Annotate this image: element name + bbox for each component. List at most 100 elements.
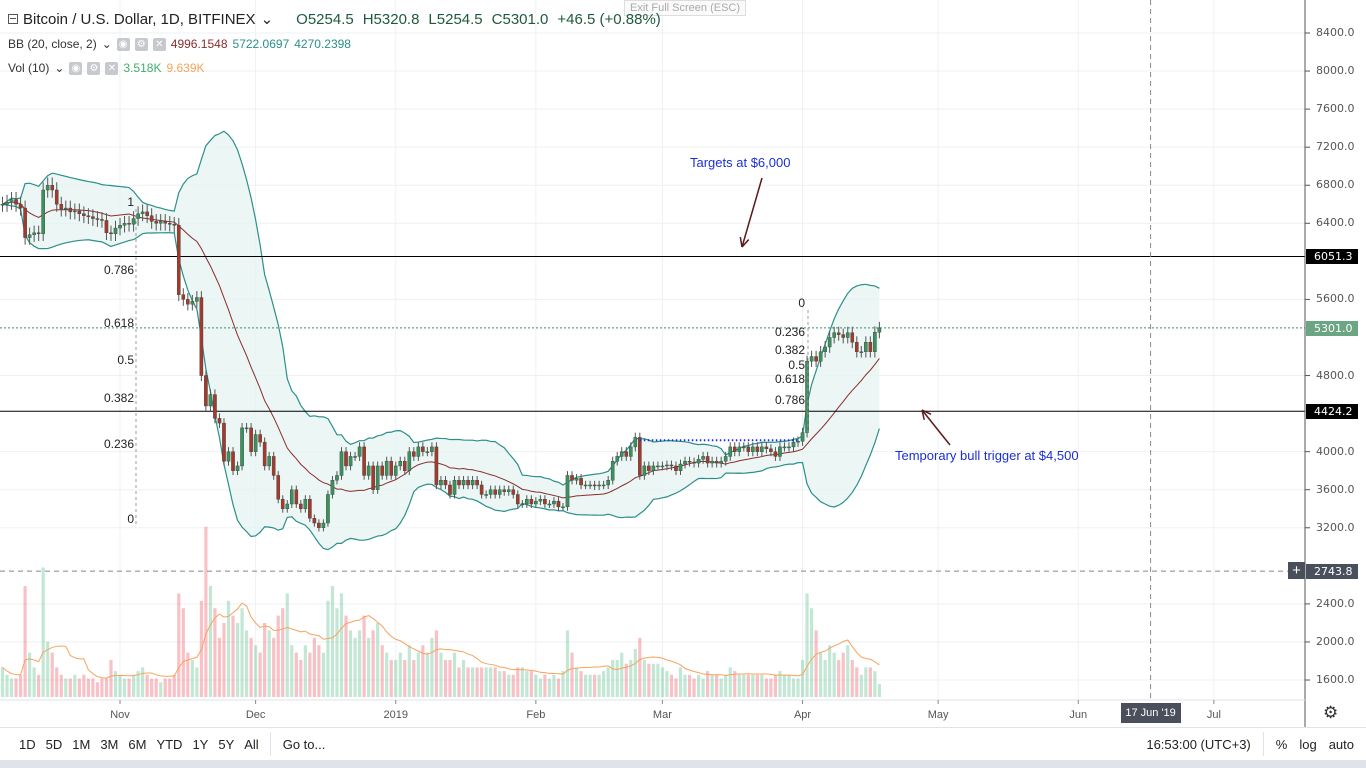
volume-bar — [606, 667, 610, 697]
range-1m[interactable]: 1M — [72, 736, 91, 752]
candle — [597, 484, 601, 487]
symbol-title[interactable]: Bitcoin / U.S. Dollar, 1D, BITFINEX — [23, 10, 256, 28]
eye-icon[interactable]: ◉ — [116, 37, 130, 51]
clock[interactable]: 16:53:00 (UTC+3) — [1146, 736, 1251, 752]
exit-fullscreen-button[interactable]: Exit Full Screen (ESC) — [624, 0, 746, 16]
candle — [27, 234, 32, 238]
vol-label[interactable]: Vol (10) — [8, 61, 50, 75]
range-1d[interactable]: 1D — [19, 736, 36, 752]
candle — [18, 204, 23, 209]
range-3m[interactable]: 3M — [100, 736, 119, 752]
log-toggle[interactable]: log — [1299, 736, 1317, 752]
annotation-bull-trigger[interactable]: Temporary bull trigger at $4,500 — [895, 448, 1079, 463]
volume-bar — [583, 674, 588, 697]
chevron-down-icon[interactable]: ⌄ — [101, 37, 112, 51]
volume-bar — [23, 586, 27, 697]
volume-bar — [46, 641, 50, 697]
crosshair-date-badge: 17 Jun '19 — [1120, 703, 1181, 723]
volume-bar — [181, 608, 185, 697]
candle — [511, 489, 516, 495]
candle — [186, 299, 190, 305]
candle — [606, 480, 610, 486]
gear-icon[interactable]: ⚙ — [87, 61, 101, 75]
candle — [448, 484, 452, 495]
volume-bar — [629, 660, 633, 697]
candle — [443, 480, 448, 486]
range-ytd[interactable]: YTD — [156, 736, 183, 752]
volume-bar — [348, 630, 353, 697]
candle — [470, 480, 475, 486]
candle — [380, 465, 384, 476]
price-tick-label: 6400.0 — [1316, 216, 1355, 230]
volume-bar — [308, 652, 312, 697]
price-tick-label: 7600.0 — [1316, 102, 1355, 116]
volume-bar — [258, 652, 262, 697]
candle — [357, 446, 362, 457]
volume-bar — [565, 630, 570, 697]
eye-icon[interactable]: ◉ — [69, 61, 83, 75]
bottom-toolbar: 1D 5D 1M 3M 6M YTD 1Y 5Y All Go to... 16:53:00 (… — [0, 727, 1366, 760]
auto-toggle[interactable]: auto — [1328, 736, 1354, 752]
candle — [167, 223, 172, 225]
range-5d[interactable]: 5D — [45, 736, 63, 752]
range-all[interactable]: All — [244, 736, 259, 752]
volume-bar — [846, 645, 850, 697]
percent-toggle[interactable]: % — [1275, 736, 1288, 752]
candle — [412, 451, 416, 457]
candle — [841, 334, 846, 338]
settings-gear-icon[interactable]: ⚙ — [1323, 703, 1339, 722]
add-alert-plus-icon[interactable]: + — [1288, 562, 1305, 580]
close-icon[interactable]: ✕ — [105, 61, 119, 75]
volume-bar — [335, 608, 339, 697]
candle — [294, 489, 299, 505]
volume-bar — [733, 671, 737, 697]
volume-bar — [5, 674, 9, 697]
goto-button[interactable]: Go to... — [282, 736, 326, 752]
chevron-down-icon[interactable]: ⌄ — [260, 11, 274, 28]
bb-lower-value: 4270.2398 — [294, 37, 351, 51]
volume-bar — [299, 660, 303, 697]
candle — [556, 500, 561, 508]
volume-bar — [611, 660, 615, 697]
arrow-to-trigger-head — [921, 409, 925, 420]
volume-bar — [588, 674, 592, 697]
candle — [588, 484, 592, 487]
vol-legend: Vol (10) ⌄ ◉ ⚙ ✕ 3.518K 9.639K — [8, 61, 205, 75]
range-5y[interactable]: 5Y — [218, 736, 235, 752]
arrow-to-trigger[interactable] — [921, 409, 951, 446]
volume-bar — [651, 663, 655, 697]
volume-bar — [59, 674, 63, 697]
volume-bar — [656, 663, 660, 697]
volume-bar — [50, 652, 54, 697]
volume-bar — [9, 678, 14, 697]
price-axis[interactable] — [1305, 0, 1366, 727]
volume-bar — [850, 660, 854, 697]
volume-bar — [452, 652, 457, 697]
candle — [308, 499, 312, 519]
volume-bar — [136, 671, 140, 697]
price-chart[interactable] — [0, 0, 1366, 727]
volume-bar — [407, 645, 411, 697]
gear-icon[interactable]: ⚙ — [134, 37, 148, 51]
candle — [154, 221, 158, 224]
volume-bar — [104, 678, 109, 697]
bb-label[interactable]: BB (20, close, 2) — [8, 37, 97, 51]
candle — [267, 456, 271, 467]
vol-ma-value: 9.639K — [166, 61, 205, 75]
range-6m[interactable]: 6M — [128, 736, 147, 752]
volume-bar — [561, 671, 565, 697]
chevron-down-icon[interactable]: ⌄ — [54, 61, 65, 75]
annotation-targets[interactable]: Targets at $6,000 — [690, 155, 791, 170]
candle — [791, 441, 796, 448]
arrow-to-target[interactable] — [741, 177, 763, 248]
range-1y[interactable]: 1Y — [192, 736, 209, 752]
close-icon[interactable]: ✕ — [152, 37, 166, 51]
collapse-icon[interactable] — [8, 14, 18, 24]
volume-bar — [195, 667, 199, 697]
price-tick-label: 1600.0 — [1316, 673, 1355, 687]
volume-bar — [380, 645, 384, 697]
volume-bar — [873, 671, 877, 697]
volume-bar — [800, 660, 805, 697]
bb-fill — [2, 131, 880, 550]
volume-bar — [312, 637, 316, 697]
